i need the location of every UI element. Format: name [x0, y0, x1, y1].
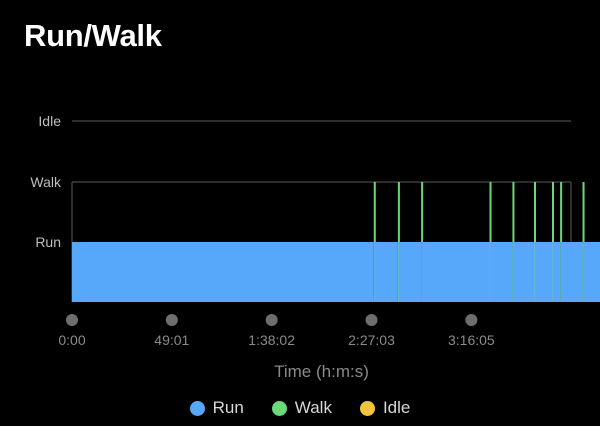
segment-run-4	[398, 242, 422, 302]
segment-run-12	[534, 242, 552, 302]
legend: Run Walk Idle	[0, 398, 600, 418]
legend-item-run: Run	[189, 398, 244, 418]
x-axis-label: Time (h:m:s)	[274, 362, 369, 381]
legend-label-walk: Walk	[294, 398, 332, 417]
segment-run-10	[512, 242, 534, 302]
legend-item-walk: Walk	[271, 398, 332, 418]
segment-run-6	[421, 242, 490, 302]
segment-run-0	[72, 242, 374, 302]
y-label-walk: Walk	[30, 174, 62, 190]
legend-label-run: Run	[212, 398, 244, 417]
y-label-idle: Idle	[38, 113, 61, 129]
legend-dot-walk	[271, 400, 287, 416]
chart-title: Run/Walk	[24, 18, 162, 53]
x-tick-dot-4	[465, 314, 478, 326]
x-tick-label-0: 0:00	[58, 332, 85, 348]
segment-run-18	[582, 242, 600, 302]
legend-dot-run	[189, 400, 205, 416]
segment-run-8	[489, 242, 513, 302]
x-tick-dot-1	[165, 314, 178, 326]
x-tick-label-4: 3:16:05	[448, 332, 495, 348]
x-tick-dot-2	[265, 314, 278, 326]
x-tick-label-2: 1:38:02	[248, 332, 295, 348]
segment-run-2	[374, 242, 398, 302]
x-tick-label-1: 49:01	[154, 332, 189, 348]
x-tick-label-3: 2:27:03	[348, 332, 395, 348]
segment-run-16	[560, 242, 583, 302]
segment-run-14	[552, 242, 561, 302]
y-label-run: Run	[35, 234, 61, 250]
legend-item-idle: Idle	[359, 398, 411, 418]
legend-label-idle: Idle	[382, 398, 411, 417]
x-tick-dot-0	[66, 314, 78, 326]
x-tick-dot-3	[365, 314, 378, 326]
legend-dot-idle	[359, 400, 375, 416]
